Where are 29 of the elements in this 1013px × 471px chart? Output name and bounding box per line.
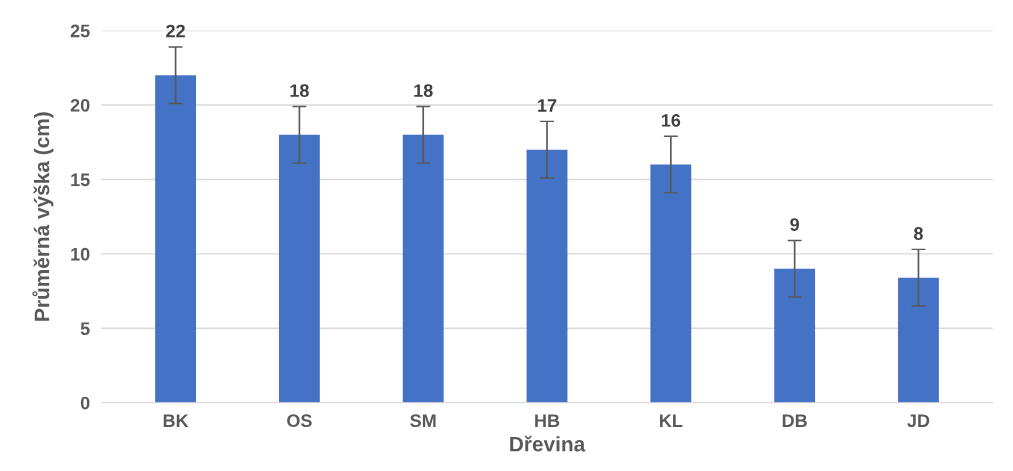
data-label: 8: [914, 227, 923, 240]
x-tick-label: OS: [287, 414, 312, 428]
y-tick-label: 0: [80, 396, 90, 410]
x-tick-label: DB: [782, 414, 807, 427]
x-axis-title: Dřevina: [510, 435, 586, 452]
data-label: 17: [538, 99, 557, 112]
x-tick-label: BK: [163, 414, 189, 427]
bar: [155, 75, 197, 403]
data-label: 9: [790, 218, 799, 231]
data-label: 18: [290, 84, 309, 97]
bar: [774, 268, 816, 403]
y-tick-label: 5: [80, 322, 90, 336]
x-tick-label: KL: [660, 414, 683, 427]
data-label: 18: [414, 84, 433, 97]
x-tick-label: JD: [907, 414, 930, 428]
y-tick-label: 15: [71, 173, 90, 187]
x-tick-label: HB: [535, 414, 560, 427]
y-tick-label: 10: [71, 247, 90, 261]
x-tick-label: SM: [410, 414, 436, 428]
bar: [278, 134, 320, 403]
data-label: 22: [166, 24, 185, 38]
y-tick-label: 25: [70, 24, 90, 38]
bar: [526, 149, 568, 403]
bar: [898, 277, 939, 403]
y-tick-label: 20: [70, 98, 90, 112]
data-label: 16: [661, 113, 681, 127]
bar: [650, 164, 692, 403]
bar: [402, 134, 444, 403]
y-axis-title: Průměrná výška (cm): [32, 112, 54, 321]
